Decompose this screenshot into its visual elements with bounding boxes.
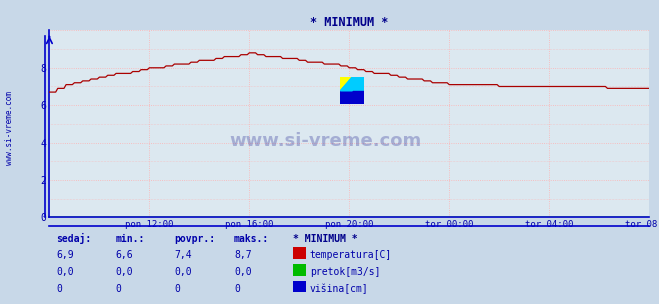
Text: 0: 0 <box>175 284 181 294</box>
Text: 6,9: 6,9 <box>56 250 74 261</box>
Text: 0: 0 <box>115 284 121 294</box>
Text: 0,0: 0,0 <box>234 267 252 277</box>
Text: povpr.:: povpr.: <box>175 234 215 244</box>
Text: 8,7: 8,7 <box>234 250 252 261</box>
Text: 7,4: 7,4 <box>175 250 192 261</box>
Text: 0,0: 0,0 <box>175 267 192 277</box>
Text: maks.:: maks.: <box>234 234 269 244</box>
Title: * MINIMUM *: * MINIMUM * <box>310 16 388 29</box>
Text: www.si-vreme.com: www.si-vreme.com <box>5 91 14 165</box>
Text: 0: 0 <box>234 284 240 294</box>
Text: 0,0: 0,0 <box>56 267 74 277</box>
Text: temperatura[C]: temperatura[C] <box>310 250 392 261</box>
Polygon shape <box>341 77 353 91</box>
Text: pretok[m3/s]: pretok[m3/s] <box>310 267 380 277</box>
Polygon shape <box>341 77 364 91</box>
Text: www.si-vreme.com: www.si-vreme.com <box>229 132 422 150</box>
Text: višina[cm]: višina[cm] <box>310 283 368 294</box>
Text: sedaj:: sedaj: <box>56 233 91 244</box>
Polygon shape <box>341 77 353 91</box>
Text: 0: 0 <box>56 284 62 294</box>
Text: 0,0: 0,0 <box>115 267 133 277</box>
Text: 6,6: 6,6 <box>115 250 133 261</box>
Text: min.:: min.: <box>115 234 145 244</box>
Text: * MINIMUM *: * MINIMUM * <box>293 234 358 244</box>
Bar <box>341 91 364 105</box>
